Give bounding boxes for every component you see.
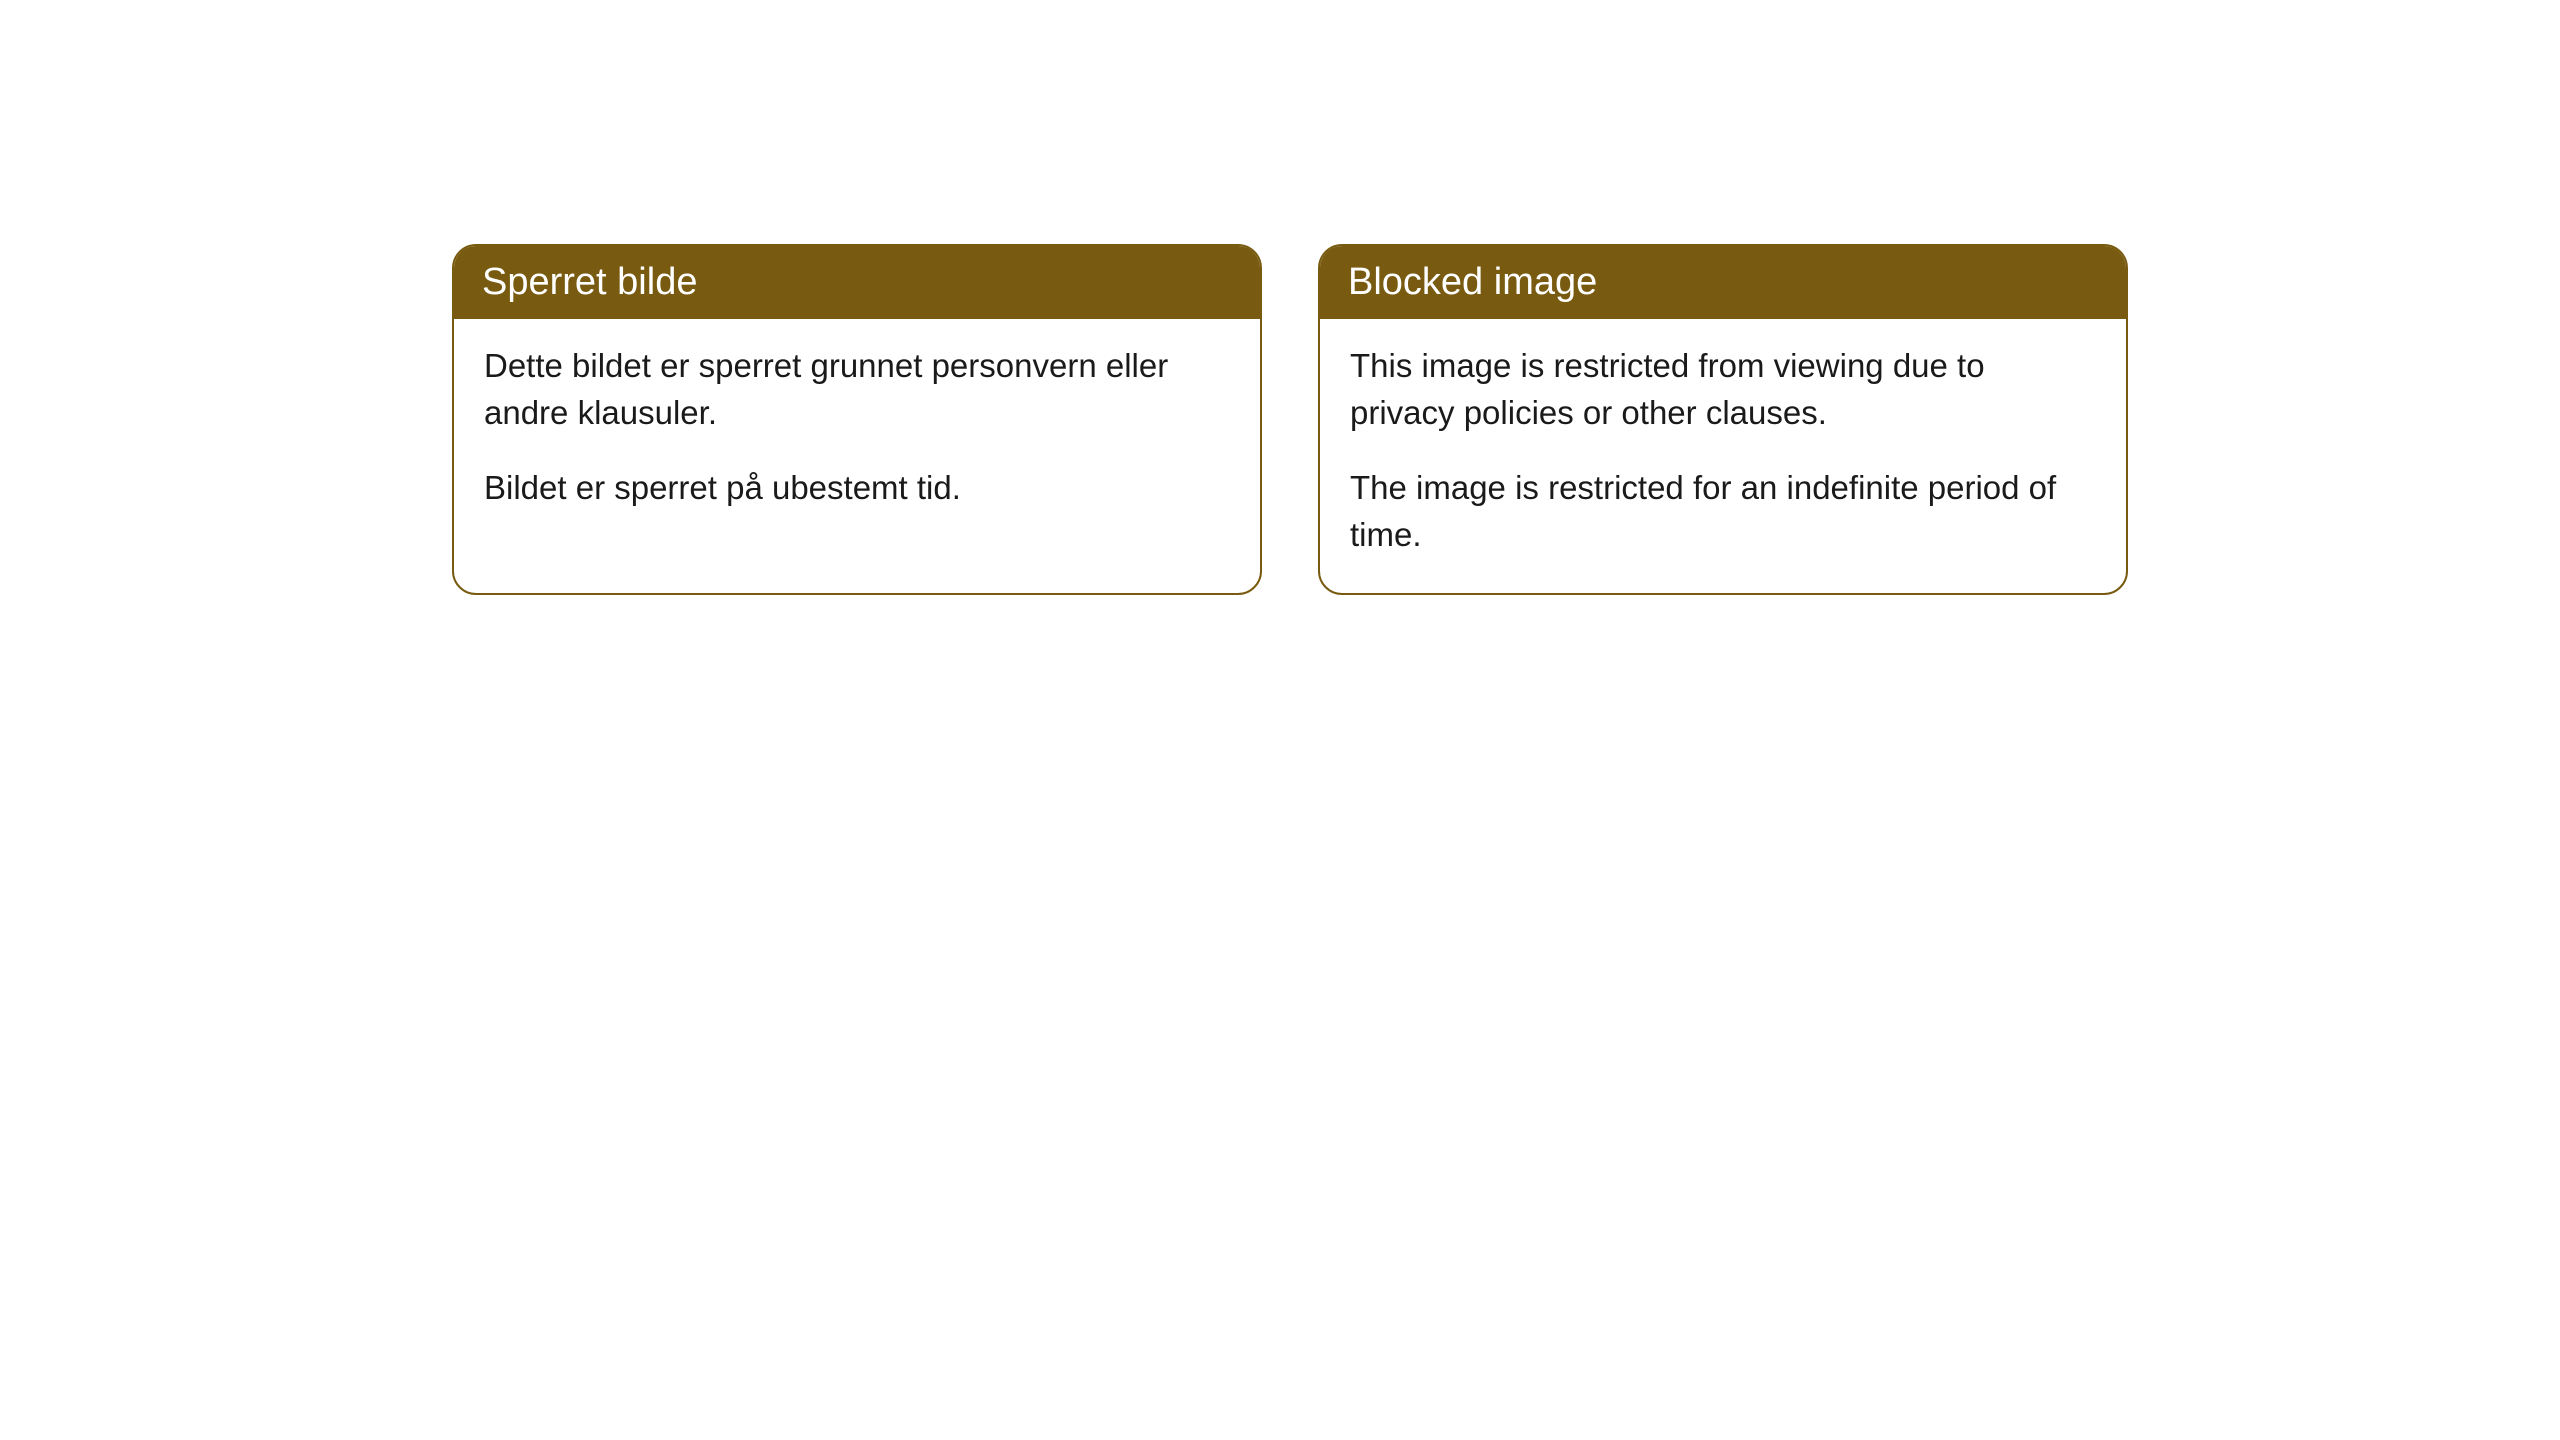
card-title-no: Sperret bilde: [482, 261, 697, 303]
blocked-image-card-en: Blocked image This image is restricted f…: [1318, 244, 2128, 595]
cards-container: Sperret bilde Dette bildet er sperret gr…: [452, 244, 2128, 595]
card-title-en: Blocked image: [1348, 261, 1597, 303]
card-paragraph-no-1: Dette bildet er sperret grunnet personve…: [484, 343, 1230, 437]
card-header-no: Sperret bilde: [454, 246, 1260, 319]
card-paragraph-en-2: The image is restricted for an indefinit…: [1350, 465, 2096, 559]
card-header-en: Blocked image: [1320, 246, 2126, 319]
card-paragraph-en-1: This image is restricted from viewing du…: [1350, 343, 2096, 437]
card-body-no: Dette bildet er sperret grunnet personve…: [454, 319, 1260, 546]
card-paragraph-no-2: Bildet er sperret på ubestemt tid.: [484, 465, 1230, 512]
blocked-image-card-no: Sperret bilde Dette bildet er sperret gr…: [452, 244, 1262, 595]
card-body-en: This image is restricted from viewing du…: [1320, 319, 2126, 592]
